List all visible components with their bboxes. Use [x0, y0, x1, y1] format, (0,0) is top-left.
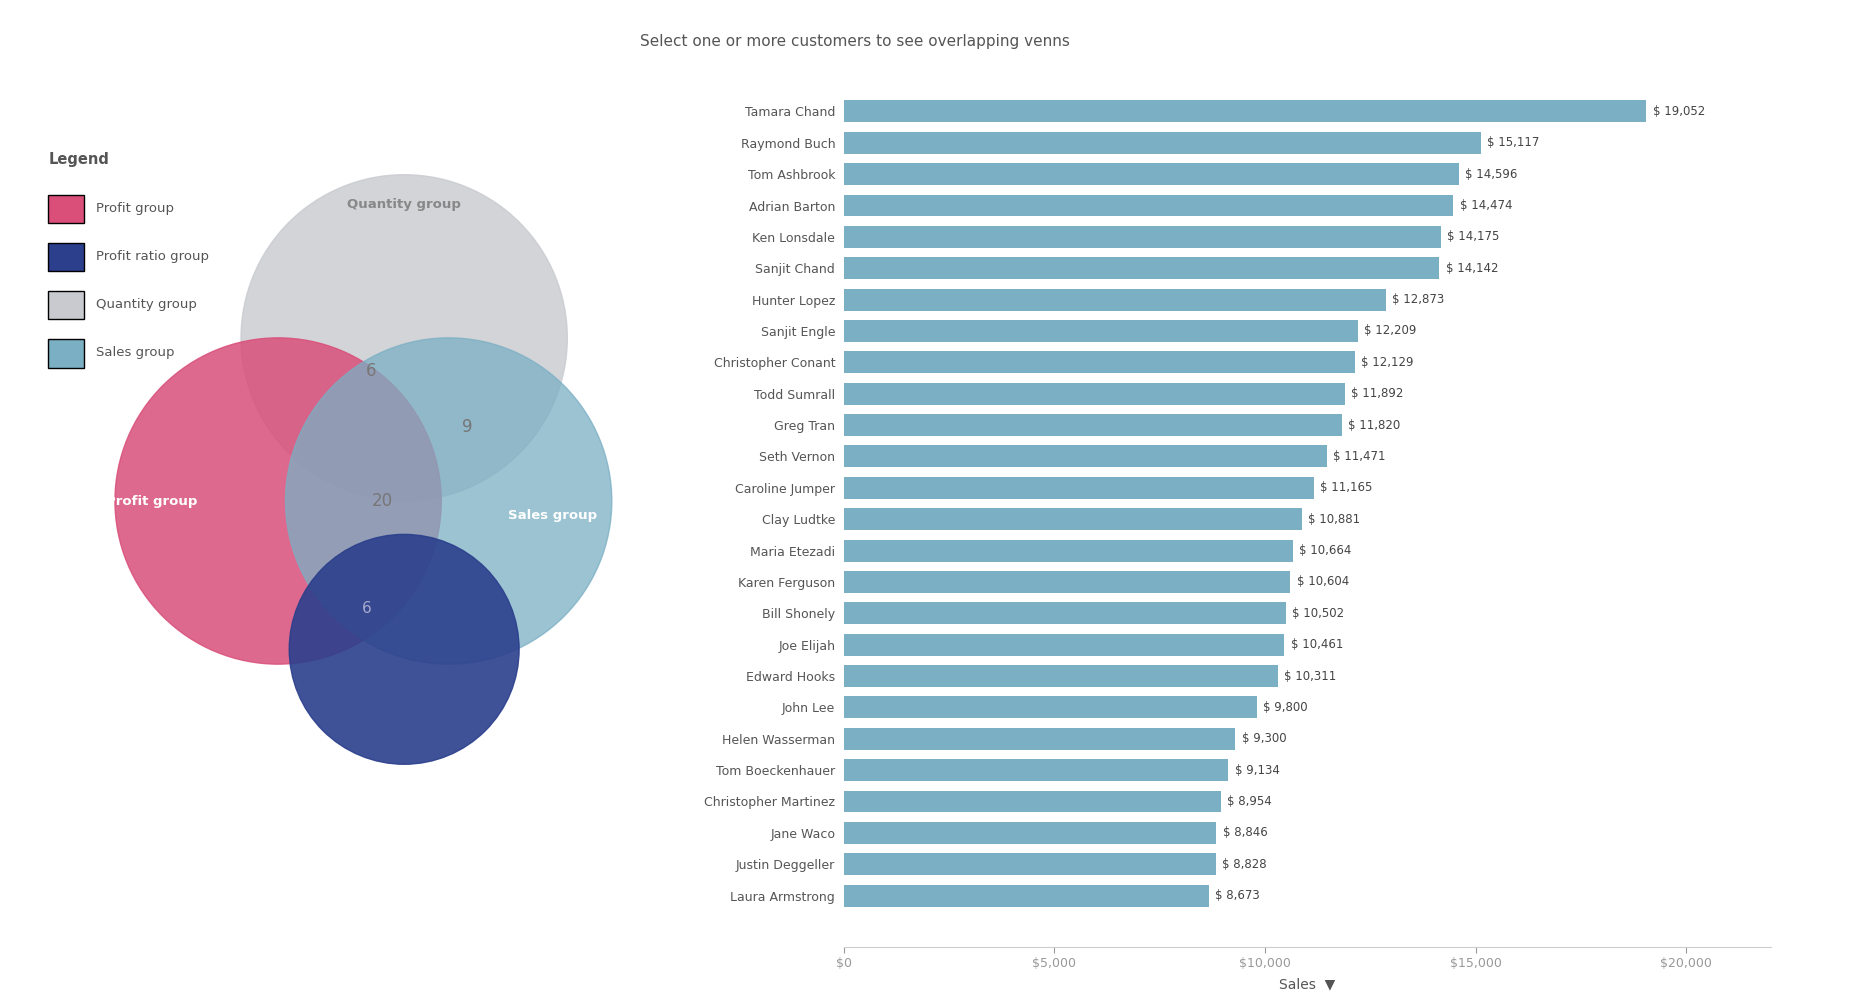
Bar [844, 477, 1314, 499]
Text: $ 8,828: $ 8,828 [1222, 858, 1266, 871]
Text: 9: 9 [462, 418, 473, 436]
Text: $ 9,800: $ 9,800 [1263, 700, 1307, 713]
Bar [844, 854, 1216, 875]
Text: 20: 20 [371, 492, 393, 510]
Bar [844, 665, 1277, 687]
Text: $ 10,502: $ 10,502 [1292, 607, 1344, 620]
Bar [844, 727, 1235, 749]
FancyBboxPatch shape [48, 340, 83, 368]
Bar [844, 100, 1646, 122]
Bar [844, 571, 1290, 593]
Text: Profit ratio group: Profit ratio group [96, 249, 210, 263]
Text: $ 11,471: $ 11,471 [1333, 450, 1385, 463]
Text: 6: 6 [365, 362, 376, 380]
Text: $ 12,209: $ 12,209 [1365, 325, 1416, 338]
Bar [844, 225, 1441, 247]
Bar [844, 320, 1357, 342]
Text: Profit ratio group: Profit ratio group [397, 777, 530, 790]
Bar [844, 446, 1327, 467]
FancyBboxPatch shape [48, 292, 83, 320]
Circle shape [286, 338, 612, 664]
Text: $ 14,596: $ 14,596 [1465, 167, 1517, 180]
Text: $ 14,474: $ 14,474 [1459, 199, 1513, 212]
Bar [844, 258, 1439, 280]
Bar [844, 414, 1342, 436]
Text: $ 14,175: $ 14,175 [1448, 230, 1500, 243]
Bar [844, 822, 1216, 844]
Circle shape [289, 534, 519, 765]
Bar [844, 352, 1355, 374]
Bar [844, 602, 1287, 624]
Bar [844, 194, 1454, 216]
Text: 6: 6 [362, 601, 373, 616]
Text: $ 11,165: $ 11,165 [1320, 481, 1372, 494]
Bar [844, 791, 1220, 813]
Text: $ 8,673: $ 8,673 [1216, 889, 1261, 902]
FancyBboxPatch shape [48, 242, 83, 272]
Text: $ 19,052: $ 19,052 [1652, 105, 1706, 118]
Text: Legend: Legend [48, 152, 109, 167]
X-axis label: Sales  ▼: Sales ▼ [1279, 977, 1335, 991]
Text: $ 10,604: $ 10,604 [1296, 575, 1350, 588]
Bar [844, 383, 1344, 405]
Circle shape [115, 338, 441, 664]
Text: $ 12,129: $ 12,129 [1361, 356, 1413, 369]
Bar [844, 289, 1387, 311]
Bar [844, 132, 1481, 153]
Text: Profit group: Profit group [106, 495, 198, 507]
Text: $ 10,881: $ 10,881 [1309, 513, 1361, 526]
Text: $ 9,300: $ 9,300 [1242, 732, 1287, 745]
Bar [844, 633, 1285, 655]
Text: Quantity group: Quantity group [347, 197, 462, 210]
Text: $ 10,311: $ 10,311 [1285, 669, 1337, 682]
Text: $ 14,142: $ 14,142 [1446, 262, 1498, 275]
Text: Sales group: Sales group [96, 346, 174, 359]
Text: Select one or more customers to see overlapping venns: Select one or more customers to see over… [640, 34, 1070, 49]
Text: Quantity group: Quantity group [96, 298, 197, 311]
Text: Sales group: Sales group [508, 509, 597, 522]
Bar [844, 163, 1459, 185]
Bar [844, 540, 1292, 561]
Text: $ 11,892: $ 11,892 [1352, 387, 1403, 400]
Circle shape [241, 174, 567, 501]
Text: $ 10,461: $ 10,461 [1290, 638, 1342, 651]
Text: $ 12,873: $ 12,873 [1392, 294, 1444, 307]
FancyBboxPatch shape [48, 194, 83, 222]
Text: $ 8,846: $ 8,846 [1222, 827, 1268, 840]
Text: $ 11,820: $ 11,820 [1348, 419, 1400, 432]
Bar [844, 696, 1257, 718]
Text: Profit group: Profit group [96, 201, 174, 214]
Bar [844, 885, 1209, 907]
Text: $ 8,954: $ 8,954 [1227, 795, 1272, 808]
Text: $ 10,664: $ 10,664 [1300, 544, 1352, 557]
Bar [844, 760, 1229, 782]
Text: $ 9,134: $ 9,134 [1235, 764, 1279, 777]
Bar [844, 508, 1302, 530]
Text: $ 15,117: $ 15,117 [1487, 136, 1539, 149]
